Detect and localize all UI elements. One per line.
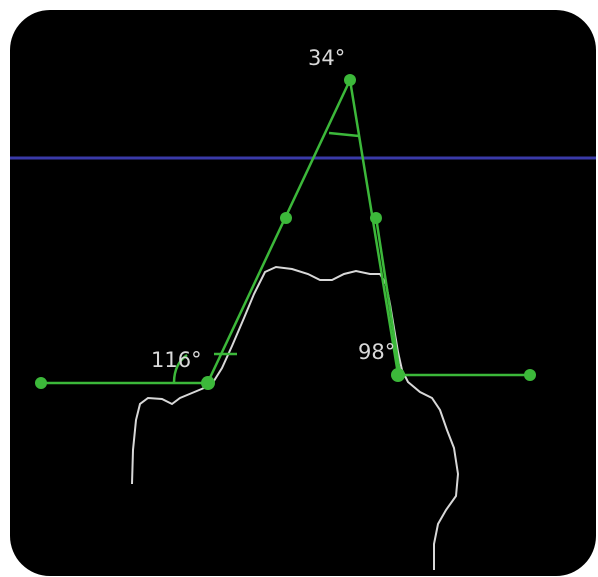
apex-point[interactable]: [344, 74, 356, 86]
left-slope-line: [206, 79, 352, 383]
construction-lines: [41, 79, 530, 385]
left-angle-arc: [172, 353, 188, 384]
left-vertex-point[interactable]: [201, 376, 215, 390]
right-end-point[interactable]: [524, 369, 536, 381]
right-contour-line: [374, 216, 402, 375]
tissue-contour: [131, 265, 460, 570]
handle-points: [35, 74, 536, 390]
right-mid-point[interactable]: [370, 212, 382, 224]
left-mid-point[interactable]: [280, 212, 292, 224]
right-angle-label: 98°: [358, 340, 395, 364]
right-vertex-point[interactable]: [391, 368, 405, 382]
angle-diagram: 34° 116° 98°: [10, 46, 596, 570]
apex-angle-arc: [328, 131, 360, 138]
left-angle-label: 116°: [151, 348, 202, 372]
measurement-panel: 34° 116° 98°: [10, 10, 596, 576]
left-end-point[interactable]: [35, 377, 47, 389]
apex-angle-label: 34°: [308, 46, 345, 70]
right-slope-line: [348, 79, 400, 375]
